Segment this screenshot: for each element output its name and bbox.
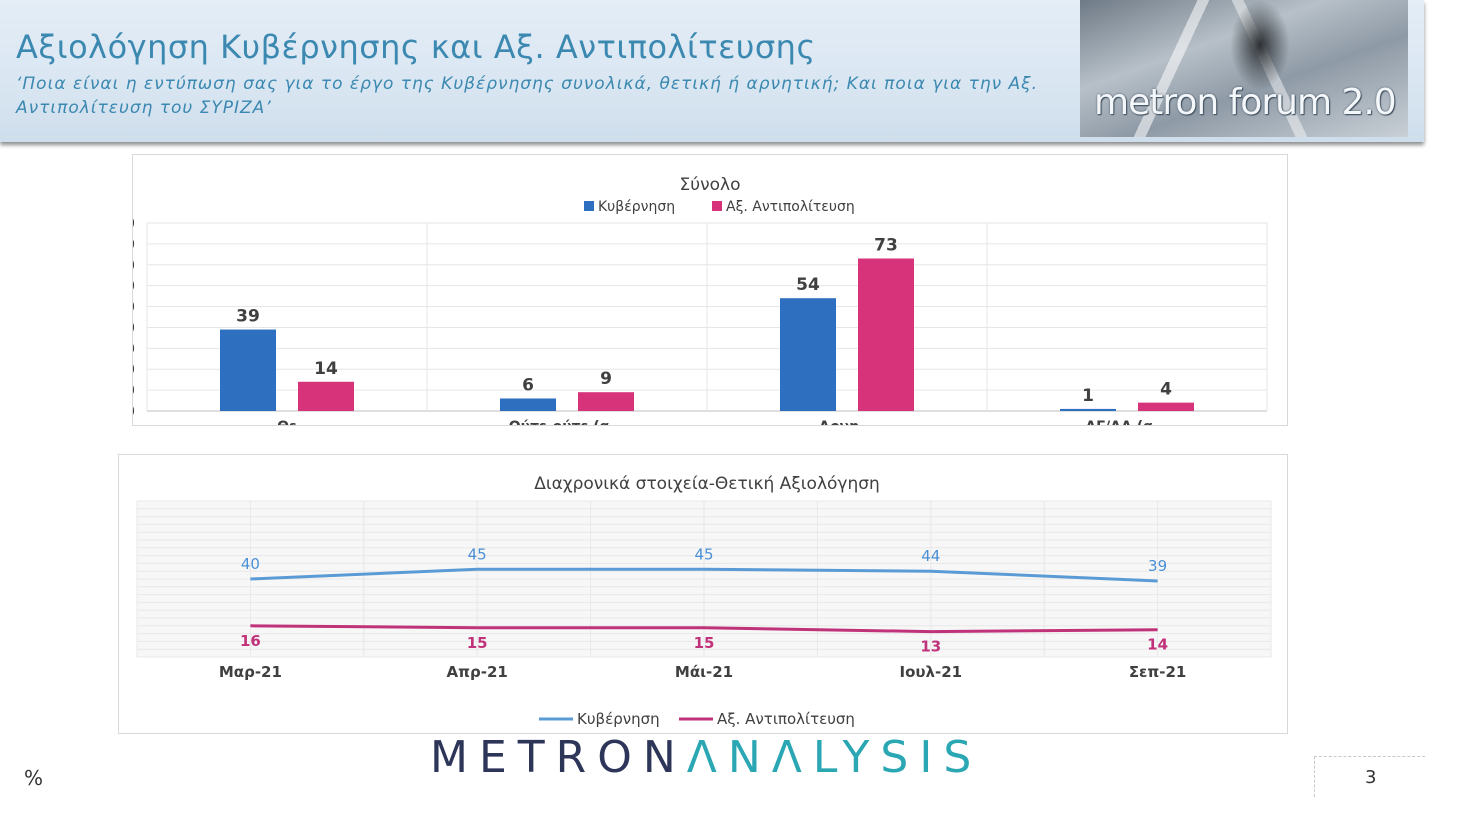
bar-chart-panel: Σύνολο Κυβέρνηση Αξ. Αντιπολίτευση 0 10 20 30 4… [117, 154, 1288, 435]
y-tick-label-6: 60 [133, 279, 135, 295]
data-label-1-1: 15 [467, 634, 488, 652]
data-label-1-2: 15 [694, 634, 715, 652]
x-tick-label-3: Ιουλ-21 [899, 663, 962, 681]
x-tick-label-4: Σεπ-21 [1129, 663, 1187, 681]
legend-label-1: Αξ. Αντιπολίτευση [717, 710, 855, 728]
brand-dark-text: METRON [430, 732, 687, 783]
x-tick-label-0: Θε [277, 419, 297, 425]
x-tick-label-0: Μαρ-21 [219, 663, 282, 681]
y-tick-label-1: 10 [133, 383, 135, 399]
legend-swatch-1 [712, 201, 722, 211]
series-line-0 [250, 567, 1158, 583]
bar-1-0 [298, 381, 354, 411]
legend-label-1: Αξ. Αντιπολίτευση [726, 199, 855, 215]
series-line-1 [250, 624, 1158, 634]
bar-chart: Σύνολο Κυβέρνηση Αξ. Αντιπολίτευση 0 10 20 30 4… [117, 175, 1268, 435]
x-tick-label-3: ΔΓ/ΔΑ (α... [1085, 419, 1168, 425]
y-tick-label-5: 50 [133, 300, 135, 316]
legend-label-0: Κυβέρνηση [598, 199, 675, 215]
data-label-0-2: 54 [796, 275, 820, 295]
x-tick-label-2: Αρνη... [819, 419, 875, 425]
data-label-0-0: 39 [236, 307, 260, 327]
y-tick-label-2: 20 [133, 362, 135, 378]
data-label-1-3: 4 [1160, 380, 1172, 400]
data-label-0-0: 40 [241, 555, 260, 573]
brand-teal-text: ΛNΛLYSIS [686, 732, 983, 783]
bar-0-0 [220, 329, 276, 411]
bar-1-1 [578, 392, 634, 411]
x-tick-label-2: Μάι-21 [675, 663, 733, 681]
page-number-box: 3 [1314, 756, 1425, 797]
slide-header: Αξιολόγηση Κυβέρνησης και Αξ. Αντιπολίτε… [0, 0, 1424, 142]
bar-1-2 [858, 258, 914, 411]
y-tick-label-3: 30 [133, 341, 135, 357]
bar-0-1 [500, 398, 556, 411]
y-tick-label-9: 90 [133, 216, 135, 232]
data-label-1-3: 13 [920, 638, 941, 656]
x-tick-label-1: Ούτε-ούτε (α... [509, 419, 626, 425]
unit-label: % [24, 766, 44, 790]
chart-title: Σύνολο [680, 175, 741, 195]
data-label-0-4: 39 [1148, 557, 1167, 575]
logo-photo-figure [1230, 0, 1290, 90]
data-label-0-1: 45 [468, 545, 487, 563]
legend-swatch-0 [584, 201, 594, 211]
bar-0-2 [780, 298, 836, 411]
data-label-1-2: 73 [874, 236, 898, 256]
data-label-0-3: 44 [921, 547, 940, 565]
page-number: 3 [1365, 767, 1377, 788]
y-tick-label-7: 70 [133, 258, 135, 274]
metron-forum-logo: metron forum 2.0 [1080, 0, 1408, 137]
slide-subtitle: ‘Ποια είναι η εντύπωση σας για το έργο τ… [16, 74, 1039, 118]
data-label-1-4: 14 [1147, 636, 1168, 654]
bar-0-3 [1060, 408, 1116, 411]
data-label-1-0: 14 [314, 359, 338, 379]
legend-label-0: Κυβέρνηση [577, 710, 660, 728]
data-label-1-1: 9 [600, 369, 612, 389]
slide-title: Αξιολόγηση Κυβέρνησης και Αξ. Αντιπολίτε… [16, 28, 816, 66]
metron-analysis-logo: METRONΛNΛLYSIS [430, 732, 982, 783]
data-label-1-0: 16 [240, 632, 261, 650]
chart-title: Διαχρονικά στοιχεία-Θετική Αξιολόγηση [534, 474, 880, 494]
line-chart-panel: Διαχρονικά στοιχεία-Θετική Αξιολόγηση Μαρ… [118, 454, 1288, 734]
line-chart: Διαχρονικά στοιχεία-Θετική Αξιολόγηση Μαρ… [136, 474, 1272, 728]
y-tick-label-0: 0 [133, 404, 135, 420]
data-label-0-1: 6 [522, 375, 534, 395]
data-label-0-3: 1 [1082, 386, 1094, 406]
data-label-0-2: 45 [694, 545, 713, 563]
bar-1-3 [1138, 402, 1194, 411]
logo-text: metron forum 2.0 [1094, 82, 1397, 123]
y-tick-label-8: 80 [133, 237, 135, 253]
x-tick-label-1: Απρ-21 [447, 663, 508, 681]
y-tick-label-4: 40 [133, 320, 135, 336]
